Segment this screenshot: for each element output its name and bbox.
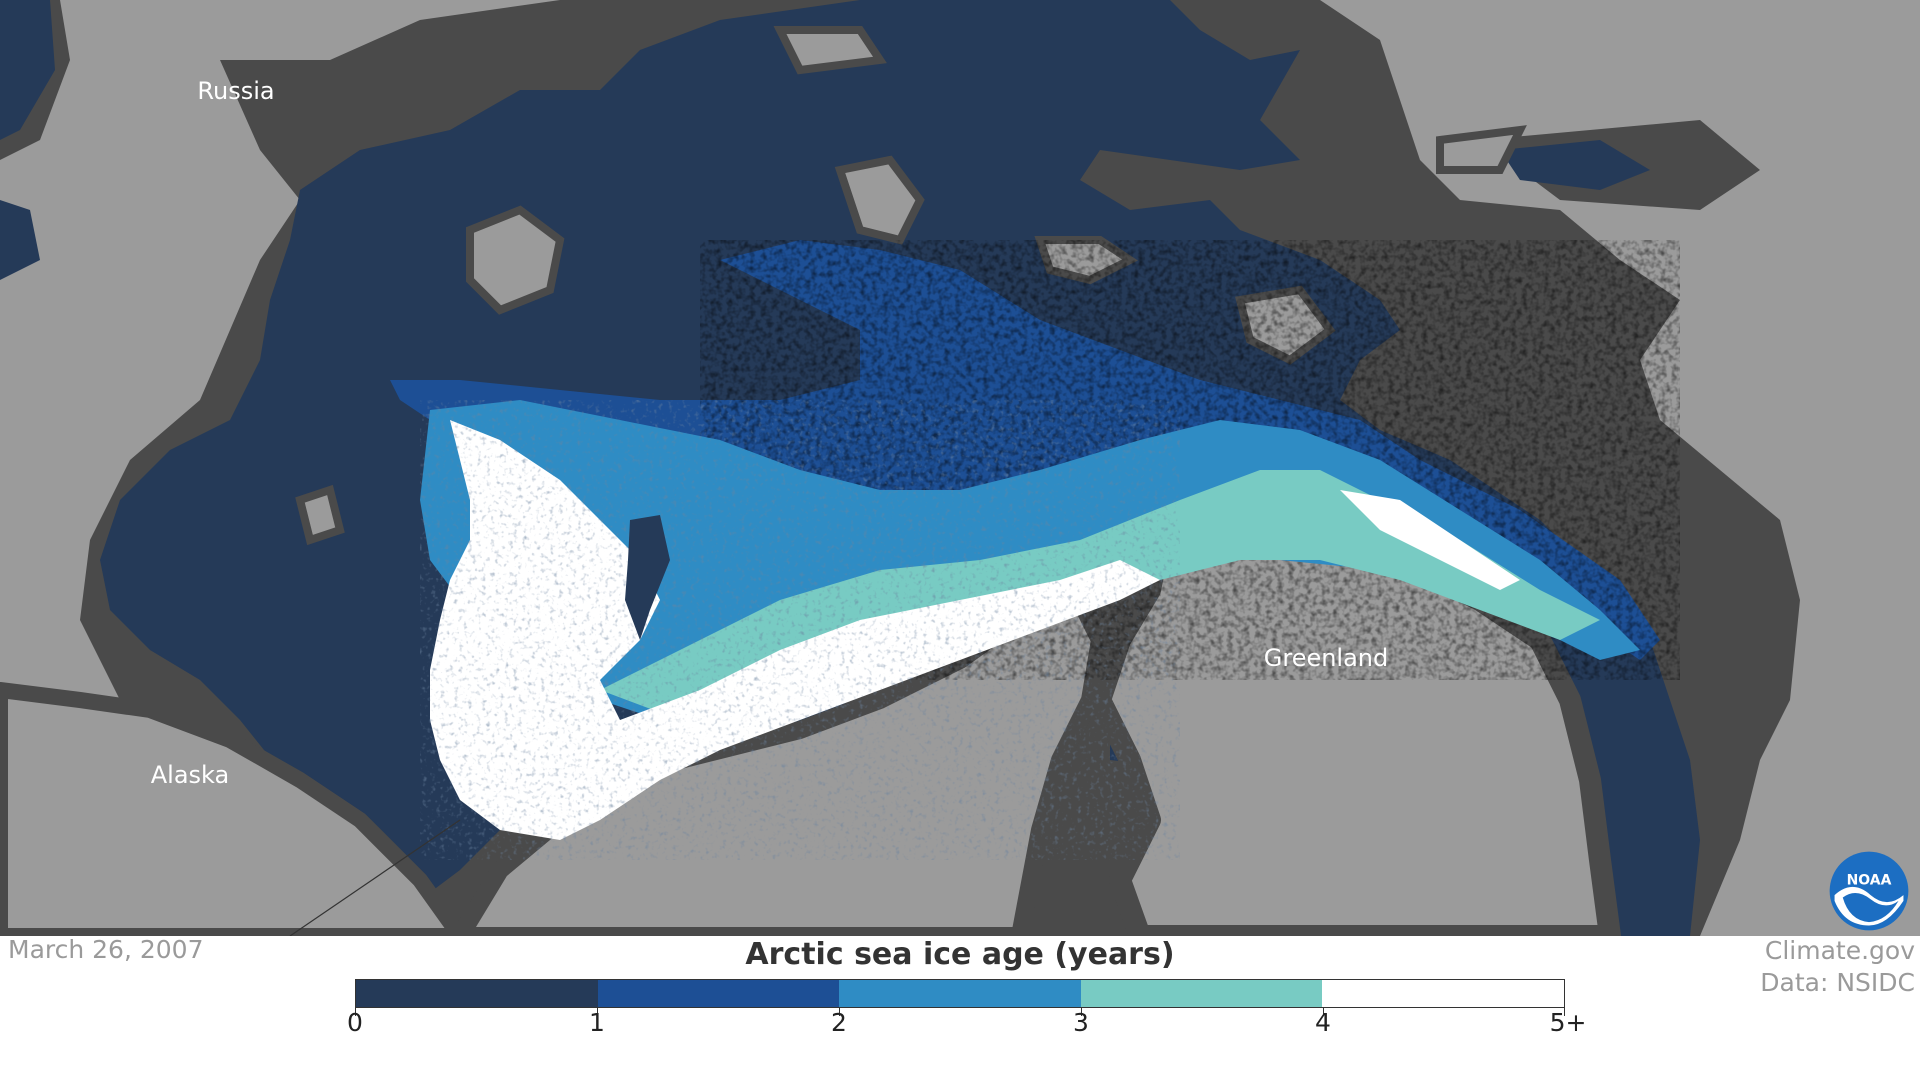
credit-data-source: Data: NSIDC xyxy=(1760,968,1915,997)
legend-swatch-1-2 xyxy=(597,980,840,1007)
legend-tick-label: 3 xyxy=(1073,1008,1089,1037)
legend-title: Arctic sea ice age (years) xyxy=(745,937,1175,972)
alaska-label: Alaska xyxy=(150,761,230,789)
boundary-line xyxy=(289,819,461,936)
legend-tick-label: 1 xyxy=(589,1008,605,1037)
legend-tick-label: 0 xyxy=(347,1008,363,1037)
footer xyxy=(0,936,1920,1080)
legend-tick xyxy=(839,1008,840,1016)
date-label: March 26, 2007 xyxy=(8,935,204,964)
legend-tick-label: 2 xyxy=(831,1008,847,1037)
legend-colorbar xyxy=(355,979,1565,1008)
legend-tick xyxy=(1081,1008,1082,1016)
open-water-lead xyxy=(625,515,670,640)
legend-tick-label: 5+ xyxy=(1549,1008,1587,1037)
legend-tick xyxy=(1564,1008,1565,1016)
russia-label: Russia xyxy=(197,77,275,105)
legend-tick xyxy=(355,1008,356,1016)
greenland-label: Greenland xyxy=(1263,644,1389,672)
noaa-logo-text: NOAA xyxy=(1847,872,1892,888)
legend-swatch-4-5 xyxy=(1322,980,1564,1007)
noaa-logo: NOAA xyxy=(1829,851,1909,931)
arctic-ice-map xyxy=(0,0,1920,936)
alaska-landmass xyxy=(0,682,468,936)
legend-swatch-2-3 xyxy=(839,980,1081,1007)
credit-climate-gov: Climate.gov xyxy=(1764,936,1915,965)
legend-tick-label: 4 xyxy=(1315,1008,1331,1037)
legend-swatch-0-1 xyxy=(356,980,598,1007)
legend-tick xyxy=(597,1008,598,1016)
legend-swatch-3-4 xyxy=(1080,980,1323,1007)
legend-tick xyxy=(1323,1008,1324,1016)
